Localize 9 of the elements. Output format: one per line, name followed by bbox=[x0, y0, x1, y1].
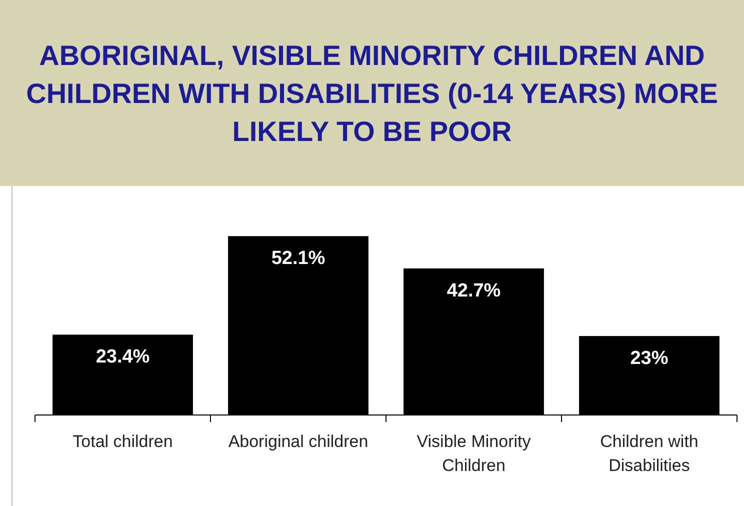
data-label: 42.7% bbox=[446, 280, 501, 302]
data-label: 23.4% bbox=[96, 346, 150, 368]
data-label: 23% bbox=[630, 348, 668, 370]
x-tick-label: Total children bbox=[72, 432, 173, 451]
x-tick-label: Visible Minority Children bbox=[416, 432, 532, 475]
data-label: 52.1% bbox=[271, 248, 326, 270]
x-tick-label: Aboriginal children bbox=[228, 432, 368, 451]
chart-title: ABORIGINAL, VISIBLE MINORITY CHILDREN AND CHILDREN WITH DISABILITIES (0-14 YEARS) MORE LIKELY TO BE POOR bbox=[26, 40, 718, 147]
x-tick-label: Children with Disabilities bbox=[600, 432, 698, 475]
